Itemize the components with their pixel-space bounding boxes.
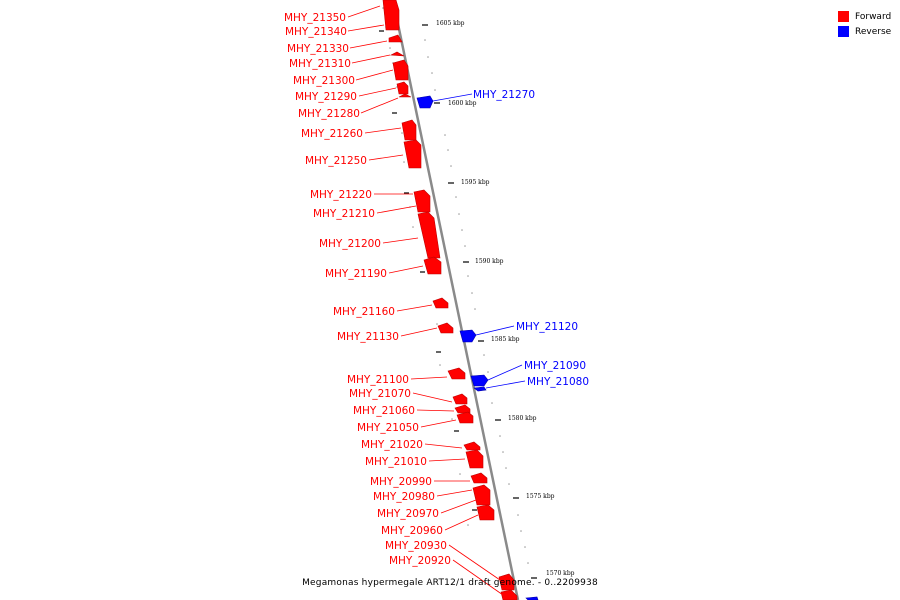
gene-label: MHY_21280 bbox=[298, 108, 360, 120]
kbp-label: 1575 kbp bbox=[526, 493, 555, 500]
legend-label: Forward bbox=[855, 11, 892, 22]
kbp-label: 1595 kbp bbox=[461, 179, 490, 186]
gene-label: MHY_21070 bbox=[349, 388, 411, 400]
gene-label: MHY_20920 bbox=[389, 555, 451, 567]
gene-label: MHY_21120 bbox=[516, 321, 578, 333]
gene-label: MHY_21330 bbox=[287, 43, 349, 55]
legend-item-forward: Forward bbox=[838, 9, 891, 24]
forward-gene-labels: MHY_21350 MHY_21340 MHY_21330 MHY_21310 … bbox=[284, 12, 451, 567]
reverse-leader-lines bbox=[432, 93, 526, 389]
legend: Forward Reverse bbox=[838, 9, 891, 39]
minor-ticks bbox=[382, 7, 529, 564]
kbp-label: 1605 kbp bbox=[436, 20, 465, 27]
gene-label: MHY_20960 bbox=[381, 525, 443, 537]
gene-label: MHY_21010 bbox=[365, 456, 427, 468]
reverse-gene-labels: MHY_21270 MHY_21120 MHY_21090 MHY_21080 bbox=[473, 89, 589, 388]
forward-gene-blocks bbox=[382, 0, 518, 600]
gene-label: MHY_21200 bbox=[319, 238, 381, 250]
legend-label: Reverse bbox=[855, 26, 892, 37]
genome-backbone bbox=[391, 0, 520, 600]
forward-swatch bbox=[838, 11, 849, 22]
left-dashes bbox=[379, 30, 477, 511]
gene-label: MHY_21190 bbox=[325, 268, 387, 280]
gene-label: MHY_21060 bbox=[353, 405, 415, 417]
forward-leader-lines bbox=[347, 5, 504, 596]
gene-label: MHY_21050 bbox=[357, 422, 419, 434]
reverse-gene-blocks bbox=[416, 95, 539, 600]
kbp-label: 1590 kbp bbox=[475, 258, 504, 265]
genome-caption: Megamonas hypermegale ART12/1 draft geno… bbox=[302, 578, 598, 588]
legend-item-reverse: Reverse bbox=[838, 24, 891, 39]
gene-label: MHY_21130 bbox=[337, 331, 399, 343]
kbp-label: 1570 kbp bbox=[546, 570, 575, 577]
gene-label: MHY_20930 bbox=[385, 540, 447, 552]
gene-label: MHY_20990 bbox=[370, 476, 432, 488]
gene-label: MHY_21160 bbox=[333, 306, 395, 318]
gene-label: MHY_21100 bbox=[347, 374, 409, 386]
gene-label: MHY_21080 bbox=[527, 376, 589, 388]
gene-label: MHY_21270 bbox=[473, 89, 535, 101]
gene-label: MHY_20980 bbox=[373, 491, 435, 503]
kbp-label: 1580 kbp bbox=[508, 415, 537, 422]
gene-label: MHY_21340 bbox=[285, 26, 347, 38]
reverse-swatch bbox=[838, 26, 849, 37]
major-ticks bbox=[422, 24, 537, 579]
gene-label: MHY_21250 bbox=[305, 155, 367, 167]
gene-label: MHY_21090 bbox=[524, 360, 586, 372]
gene-label: MHY_21020 bbox=[361, 439, 423, 451]
kbp-label: 1585 kbp bbox=[491, 336, 520, 343]
gene-label: MHY_21210 bbox=[313, 208, 375, 220]
gene-label: MHY_21350 bbox=[284, 12, 346, 24]
gene-label: MHY_21310 bbox=[289, 58, 351, 70]
kbp-label: 1600 kbp bbox=[448, 100, 477, 107]
gene-label: MHY_20970 bbox=[377, 508, 439, 520]
gene-label: MHY_21290 bbox=[295, 91, 357, 103]
gene-label: MHY_21300 bbox=[293, 75, 355, 87]
gene-label: MHY_21220 bbox=[310, 189, 372, 201]
gene-label: MHY_21260 bbox=[301, 128, 363, 140]
